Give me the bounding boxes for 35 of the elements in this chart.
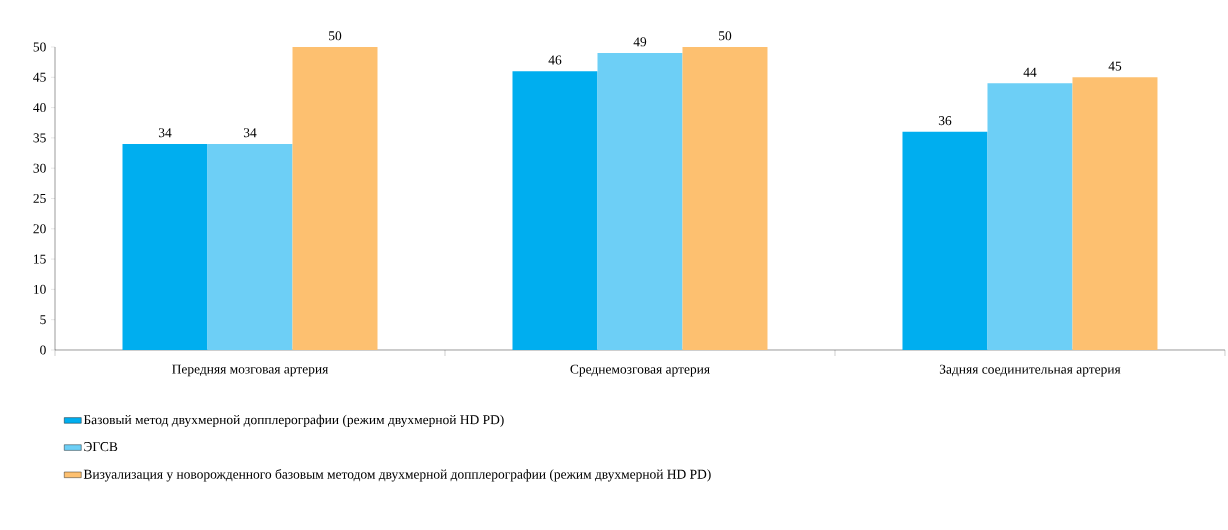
data-label: 34 [158,128,172,138]
bar [292,46,378,350]
y-tick-label: 20 [33,224,46,234]
y-tick-label: 40 [33,103,46,113]
y-tick-label: 5 [40,315,46,325]
bar [902,131,988,350]
bar [1072,77,1158,350]
legend-label: ЭГСВ [84,442,118,452]
bar [987,83,1073,350]
y-tick-label: 30 [33,163,46,173]
y-tick-label: 10 [34,284,46,294]
y-tick-label: 50 [33,42,46,52]
x-tick-label: Передняя мозговая артерия [172,364,329,377]
data-label: 44 [1023,67,1037,77]
y-tick-label: 15 [34,254,46,264]
data-label: 50 [329,31,342,41]
legend-label: Базовый метод двухмерной допплерографии (режим двухмерной HD PD) [83,414,504,428]
bar [207,143,293,350]
bar [122,143,208,350]
bar [682,46,768,350]
bar [597,53,683,350]
y-tick-label: 0 [40,345,46,355]
data-label: 36 [938,116,952,126]
y-tick-label: 45 [33,72,46,82]
x-tick-label: Среднемозговая артерия [570,364,710,377]
data-label: 45 [1108,61,1122,71]
bar [512,71,598,350]
data-label: 34 [243,128,257,138]
y-tick-label: 35 [33,133,46,143]
x-tick-label: Задняя соединительная артерия [939,364,1121,377]
y-tick-label: 25 [33,193,46,203]
legend-label: Визуализация у новорожденного базовым методом двухмерной допплерографии (режим двухмерной HD PD) [83,469,711,482]
data-label: 49 [633,37,647,47]
data-label: 50 [719,31,732,41]
data-label: 46 [548,55,562,65]
